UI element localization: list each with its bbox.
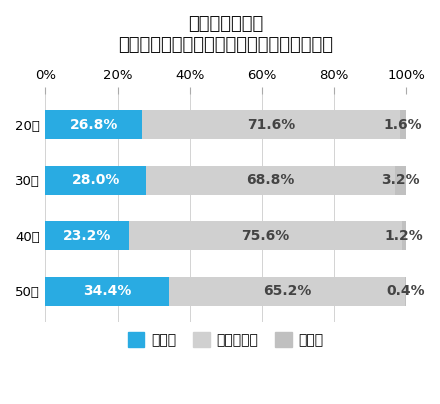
Text: 0.4%: 0.4% (386, 284, 425, 299)
Text: 28.0%: 28.0% (72, 173, 120, 187)
Text: 34.4%: 34.4% (83, 284, 132, 299)
Text: 1.6%: 1.6% (384, 118, 422, 132)
Text: 23.2%: 23.2% (63, 229, 111, 243)
Bar (405, 277, 406, 306)
Bar (402, 221, 406, 250)
Text: 3.2%: 3.2% (381, 173, 420, 187)
Bar (45, 110, 142, 139)
Bar (45, 277, 169, 306)
Bar (45, 166, 147, 195)
Bar (169, 277, 405, 306)
Text: 75.6%: 75.6% (241, 229, 290, 243)
Text: 26.8%: 26.8% (70, 118, 118, 132)
Text: 68.8%: 68.8% (246, 173, 295, 187)
Legend: 増えた, 変わらない, 減った: 増えた, 変わらない, 減った (124, 328, 328, 351)
Text: 71.6%: 71.6% (247, 118, 295, 132)
Bar (129, 221, 402, 250)
Title: 以前と比べての
１日当たりのおしっこ回数の変化（世代別）: 以前と比べての １日当たりのおしっこ回数の変化（世代別） (118, 15, 333, 54)
Bar (395, 166, 406, 195)
Bar (45, 221, 129, 250)
Bar (147, 166, 395, 195)
Bar (400, 110, 406, 139)
Text: 1.2%: 1.2% (385, 229, 423, 243)
Bar (142, 110, 400, 139)
Text: 65.2%: 65.2% (263, 284, 311, 299)
